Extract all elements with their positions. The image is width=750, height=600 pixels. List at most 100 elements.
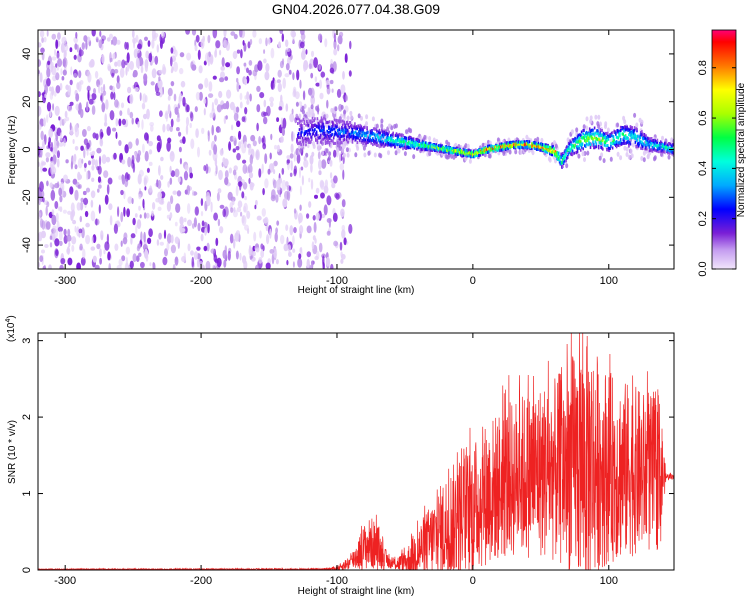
noise-speck [255,247,260,253]
noise-speck [59,240,63,246]
signal-cell [585,142,588,146]
noise-speck [100,86,103,93]
noise-speck [39,30,45,38]
noise-speck [41,140,45,150]
signal-cell [595,144,598,148]
signal-cell [647,137,650,141]
noise-speck [329,172,333,179]
signal-cell [526,140,528,143]
signal-cell [468,148,470,152]
signal-cell [623,129,625,133]
signal-cell [329,130,332,134]
signal-cell [343,137,346,141]
signal-cell [402,133,404,137]
noise-speck [109,110,115,121]
noise-speck [91,92,97,101]
signal-cell [531,143,534,147]
spectrogram-ytick-label: -20 [21,189,33,205]
signal-cell [552,150,554,154]
signal-cell [652,139,655,142]
signal-cell [612,135,615,138]
signal-cell [659,146,661,150]
noise-speck [58,230,63,241]
spectrogram-xlabel: Height of straight line (km) [298,285,415,296]
signal-cell [584,144,586,148]
signal-cell [331,128,333,132]
signal-cell [513,146,515,150]
noise-speck [277,82,282,93]
noise-speck [108,263,111,269]
noise-speck [69,47,73,53]
signal-cell [594,131,597,135]
noise-speck [203,108,206,116]
noise-speck [159,138,162,149]
noise-speck [248,246,253,257]
snr-xtick-label: -300 [54,575,76,587]
signal-cell [306,132,309,136]
halo-speck [328,151,332,157]
signal-cell [420,148,422,152]
signal-cell [624,141,626,145]
noise-speck [339,241,343,251]
noise-speck [103,83,106,93]
signal-cell [358,134,360,138]
halo-speck [582,124,586,130]
signal-cell [421,143,423,147]
noise-speck [219,226,224,234]
noise-speck [91,236,94,244]
signal-cell [612,137,615,141]
signal-cell [668,142,671,146]
noise-speck [183,217,187,223]
noise-speck [56,158,60,168]
signal-cell [361,130,363,134]
signal-cell [397,136,399,140]
signal-cell [644,147,646,151]
noise-speck [52,103,55,111]
signal-cell [345,138,348,142]
noise-speck [289,153,294,159]
halo-speck [387,150,390,156]
noise-speck [309,155,314,165]
noise-speck [339,31,344,38]
halo-speck [375,123,379,129]
signal-cell [459,147,461,151]
signal-cell [319,136,321,139]
signal-cell [519,145,522,149]
noise-speck [243,202,248,213]
signal-cell [611,146,614,150]
noise-speck [236,152,241,161]
noise-speck [195,91,200,101]
noise-speck [57,32,61,40]
signal-cell [488,144,491,148]
signal-cell [601,129,603,132]
noise-speck [299,247,302,254]
noise-speck [219,77,225,83]
signal-cell [401,137,403,141]
noise-speck [291,108,294,115]
noise-speck [61,186,64,198]
signal-cell [360,125,363,129]
noise-speck [54,48,57,57]
noise-speck [130,233,136,239]
noise-speck [255,264,260,269]
noise-speck [103,249,106,255]
noise-speck [310,50,315,58]
noise-speck [248,172,254,179]
noise-speck [215,237,219,247]
noise-speck [59,132,63,142]
signal-cell [604,141,606,144]
noise-speck [69,79,73,86]
halo-speck [380,123,384,129]
noise-speck [91,30,96,37]
noise-speck [265,63,270,73]
signal-cell [387,132,390,136]
noise-speck [75,31,78,39]
signal-cell [586,133,589,137]
noise-speck [142,198,145,209]
signal-cell [452,149,455,153]
noise-speck [299,225,304,235]
noise-speck [208,93,214,98]
signal-cell [338,120,341,124]
noise-speck [49,242,53,248]
noise-speck [315,82,321,87]
